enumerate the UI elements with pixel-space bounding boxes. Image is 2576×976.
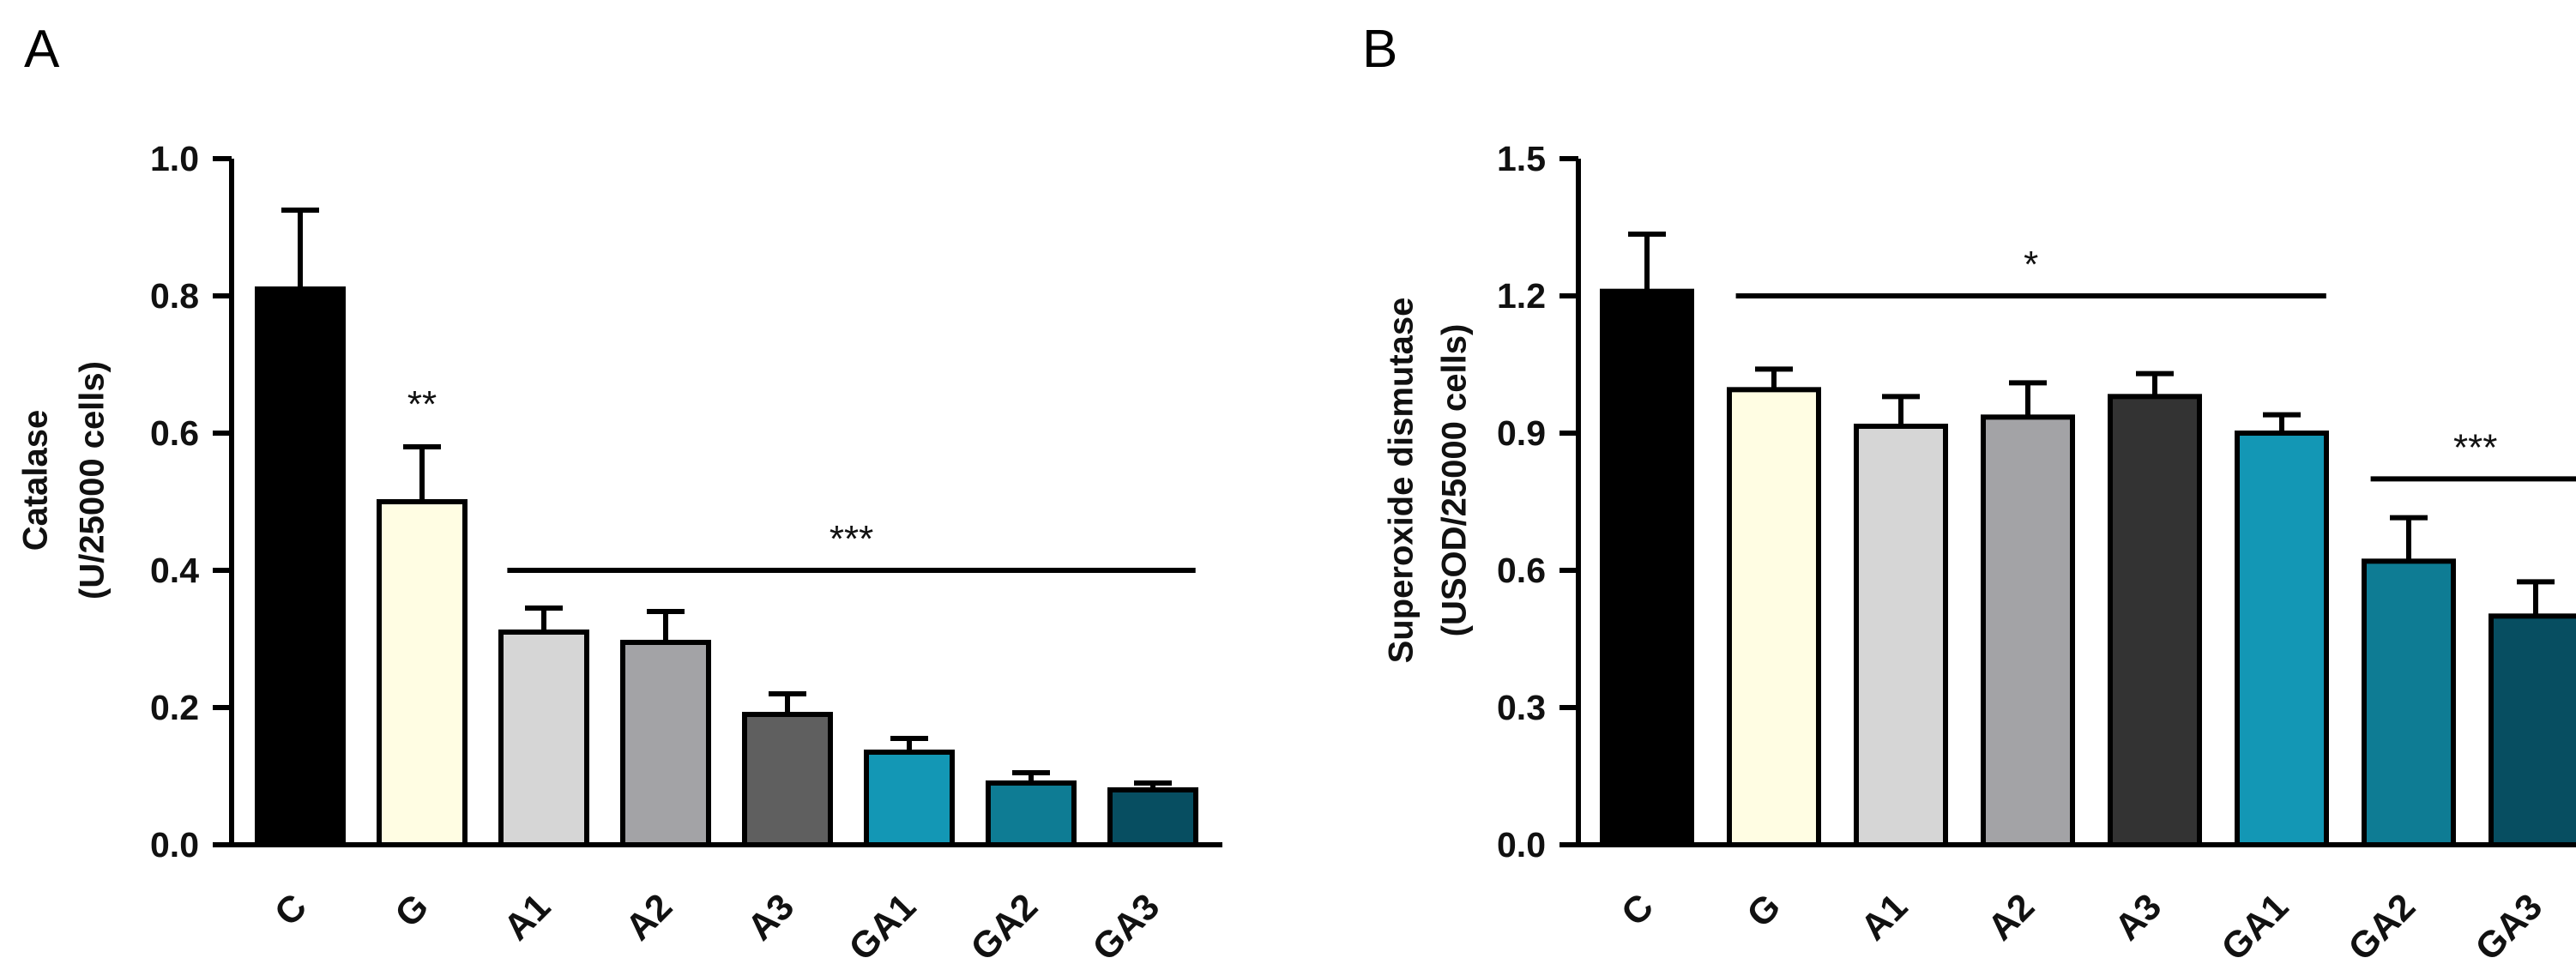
- bar-a1: [1854, 424, 1948, 847]
- bar-ga2: [2362, 558, 2456, 847]
- y-tick-label: 0.2: [150, 688, 199, 727]
- y-tick-label: 0.3: [1497, 688, 1546, 727]
- x-tick-label: GA1: [2214, 886, 2296, 968]
- bar-a1: [498, 630, 589, 847]
- x-tick-label: C: [267, 886, 315, 934]
- bar-ga3: [1107, 787, 1198, 847]
- y-tick-label: 0.8: [150, 276, 199, 316]
- x-tick-label: A3: [739, 886, 802, 949]
- y-tick-label: 0.6: [1497, 551, 1546, 590]
- y-tick-label: 1.0: [150, 139, 199, 178]
- y-tick-label: 0.4: [150, 551, 199, 590]
- y-tick-label: 0.0: [1497, 825, 1546, 865]
- bar-g: [377, 499, 468, 847]
- x-tick-label: GA2: [2341, 886, 2423, 968]
- x-tick-label: G: [1739, 886, 1789, 936]
- panel-letter: B: [1362, 20, 1397, 79]
- bar-ga3: [2489, 613, 2576, 847]
- bar-a3: [2108, 394, 2202, 848]
- bar-ga2: [986, 780, 1077, 847]
- bar-ga1: [864, 750, 955, 847]
- y-tick-label: 0.0: [150, 825, 199, 865]
- x-tick-label: GA3: [2468, 886, 2550, 968]
- y-axis-label: Superoxide dismutase: [1383, 298, 1421, 664]
- bar-a3: [742, 712, 833, 847]
- y-axis-label: (USOD/25000 cells): [1436, 324, 1474, 637]
- significance-marker: ***: [2453, 426, 2497, 468]
- x-tick-label: GA2: [963, 886, 1046, 968]
- x-tick-label: A2: [618, 886, 680, 949]
- bar-ga1: [2235, 431, 2329, 847]
- x-tick-label: A1: [1853, 886, 1915, 949]
- x-tick-label: A1: [496, 886, 558, 949]
- bar-a2: [620, 640, 711, 847]
- y-axis-label: (U/25000 cells): [74, 361, 112, 599]
- y-axis-label: Catalase: [17, 410, 55, 551]
- bar-c: [1600, 288, 1694, 847]
- x-tick-label: C: [1614, 886, 1662, 934]
- y-tick-label: 0.6: [150, 413, 199, 453]
- bar-g: [1727, 387, 1821, 848]
- y-tick-label: 1.2: [1497, 276, 1546, 316]
- panel-letter: A: [24, 20, 60, 79]
- bar-a2: [1981, 414, 2075, 847]
- panel-b: B Superoxide dismutase (USOD/25000 cells) 0…: [1362, 20, 2576, 969]
- significance-marker: **: [407, 383, 437, 425]
- x-tick-label: A3: [2107, 886, 2169, 949]
- significance-marker: *: [2024, 244, 2038, 286]
- x-tick-label: G: [387, 886, 437, 936]
- x-tick-label: A2: [1980, 886, 2042, 949]
- y-tick-label: 1.5: [1497, 139, 1546, 178]
- x-tick-label: GA1: [842, 886, 924, 968]
- y-tick-label: 0.9: [1497, 413, 1546, 453]
- x-tick-label: GA3: [1085, 886, 1167, 968]
- panel-a: A Catalase (U/25000 cells) 0.0 0.2 0.4 0.6 0.8 1…: [17, 20, 1222, 969]
- significance-marker: ***: [830, 518, 873, 560]
- bar-c: [255, 286, 346, 847]
